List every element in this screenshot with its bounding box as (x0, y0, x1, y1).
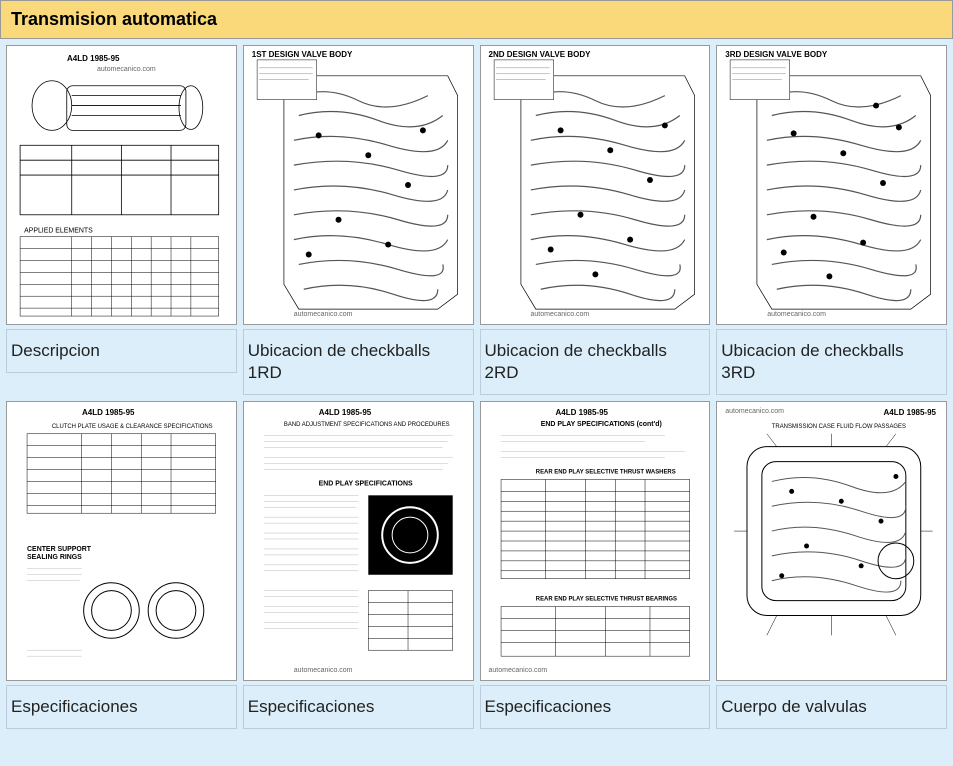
thumb-title: 2ND DESIGN VALVE BODY (489, 50, 591, 59)
spec-sheet-icon: BAND ADJUSTMENT SPECIFICATIONS AND PROCE… (244, 402, 473, 680)
thumbnail-caption: Especificaciones (243, 685, 474, 729)
grid-cell: 1ST DESIGN VALVE BODY automecanico.com (243, 45, 474, 395)
valve-case-icon: TRANSMISSION CASE FLUID FLOW PASSAGES (717, 402, 946, 680)
svg-text:CLUTCH PLATE USAGE & CLEARANCE: CLUTCH PLATE USAGE & CLEARANCE SPECIFICA… (52, 424, 213, 430)
thumb-site: automecanico.com (294, 667, 353, 674)
diagram-icon: APPLIED ELEMENTS (7, 46, 236, 324)
thumb-title: A4LD 1985-95 (67, 54, 119, 63)
thumbnail-caption: Cuerpo de valvulas (716, 685, 947, 729)
thumbnail-caption: Ubicacion de checkballs 3RD (716, 329, 947, 395)
thumb-site: automecanico.com (489, 667, 548, 674)
thumbnail-link-especificaciones-3[interactable]: A4LD 1985-95 automecanico.com END PLAY S… (480, 401, 711, 681)
thumbnail-link-checkballs-3rd[interactable]: 3RD DESIGN VALVE BODY automecanico.com (716, 45, 947, 325)
thumb-site: automecanico.com (97, 66, 156, 73)
thumbnail-link-descripcion[interactable]: A4LD 1985-95 automecanico.com (6, 45, 237, 325)
svg-text:REAR END PLAY SELECTIVE THRUST: REAR END PLAY SELECTIVE THRUST WASHERS (535, 470, 675, 476)
page-header: Transmision automatica (0, 0, 953, 39)
thumbnail-caption: Descripcion (6, 329, 237, 373)
thumbnail-grid: A4LD 1985-95 automecanico.com (0, 39, 953, 735)
svg-text:TRANSMISSION CASE FLUID FLOW P: TRANSMISSION CASE FLUID FLOW PASSAGES (772, 424, 906, 430)
thumbnail-link-checkballs-1rd[interactable]: 1ST DESIGN VALVE BODY automecanico.com (243, 45, 474, 325)
thumb-site: automecanico.com (725, 408, 784, 415)
grid-cell: A4LD 1985-95 CLUTCH PLATE USAGE & CLEARA… (6, 401, 237, 729)
thumbnail-link-especificaciones-2[interactable]: A4LD 1985-95 automecanico.com BAND ADJUS… (243, 401, 474, 681)
spec-sheet-icon: CLUTCH PLATE USAGE & CLEARANCE SPECIFICA… (7, 402, 236, 680)
thumb-title: A4LD 1985-95 (319, 408, 371, 417)
grid-cell: A4LD 1985-95 automecanico.com BAND ADJUS… (243, 401, 474, 729)
thumbnail-caption: Ubicacion de checkballs 2RD (480, 329, 711, 395)
thumb-title: 3RD DESIGN VALVE BODY (725, 50, 827, 59)
thumbnail-link-checkballs-2rd[interactable]: 2ND DESIGN VALVE BODY automecanico.com (480, 45, 711, 325)
valve-body-icon (481, 46, 710, 324)
valve-body-icon (717, 46, 946, 324)
page-title: Transmision automatica (11, 9, 217, 29)
grid-cell: 2ND DESIGN VALVE BODY automecanico.com (480, 45, 711, 395)
thumb-title: A4LD 1985-95 (82, 408, 134, 417)
thumbnail-caption: Ubicacion de checkballs 1RD (243, 329, 474, 395)
thumb-site: automecanico.com (294, 311, 353, 318)
thumb-title: A4LD 1985-95 (884, 408, 936, 417)
thumbnail-link-especificaciones-1[interactable]: A4LD 1985-95 CLUTCH PLATE USAGE & CLEARA… (6, 401, 237, 681)
grid-cell: A4LD 1985-95 automecanico.com END PLAY S… (480, 401, 711, 729)
thumbnail-caption: Especificaciones (6, 685, 237, 729)
svg-text:END PLAY SPECIFICATIONS (cont': END PLAY SPECIFICATIONS (cont'd) (540, 421, 661, 428)
svg-text:APPLIED ELEMENTS: APPLIED ELEMENTS (24, 228, 93, 235)
grid-cell: A4LD 1985-95 automecanico.com TRANSMISSI… (716, 401, 947, 729)
grid-cell: A4LD 1985-95 automecanico.com (6, 45, 237, 395)
thumb-title: A4LD 1985-95 (556, 408, 608, 417)
thumb-site: automecanico.com (767, 311, 826, 318)
thumb-title: 1ST DESIGN VALVE BODY (252, 50, 353, 59)
thumb-site: automecanico.com (531, 311, 590, 318)
svg-text:BAND ADJUSTMENT SPECIFICATIONS: BAND ADJUSTMENT SPECIFICATIONS AND PROCE… (284, 422, 450, 428)
thumbnail-link-cuerpo-valvulas[interactable]: A4LD 1985-95 automecanico.com TRANSMISSI… (716, 401, 947, 681)
svg-text:SEALING RINGS: SEALING RINGS (27, 554, 82, 561)
thumbnail-caption: Especificaciones (480, 685, 711, 729)
spec-sheet-icon: END PLAY SPECIFICATIONS (cont'd) REAR EN… (481, 402, 710, 680)
grid-cell: 3RD DESIGN VALVE BODY automecanico.com (716, 45, 947, 395)
svg-text:CENTER SUPPORT: CENTER SUPPORT (27, 546, 92, 553)
svg-text:REAR END PLAY SELECTIVE THRUST: REAR END PLAY SELECTIVE THRUST BEARINGS (535, 597, 676, 603)
valve-body-icon (244, 46, 473, 324)
svg-text:END PLAY SPECIFICATIONS: END PLAY SPECIFICATIONS (318, 481, 412, 488)
